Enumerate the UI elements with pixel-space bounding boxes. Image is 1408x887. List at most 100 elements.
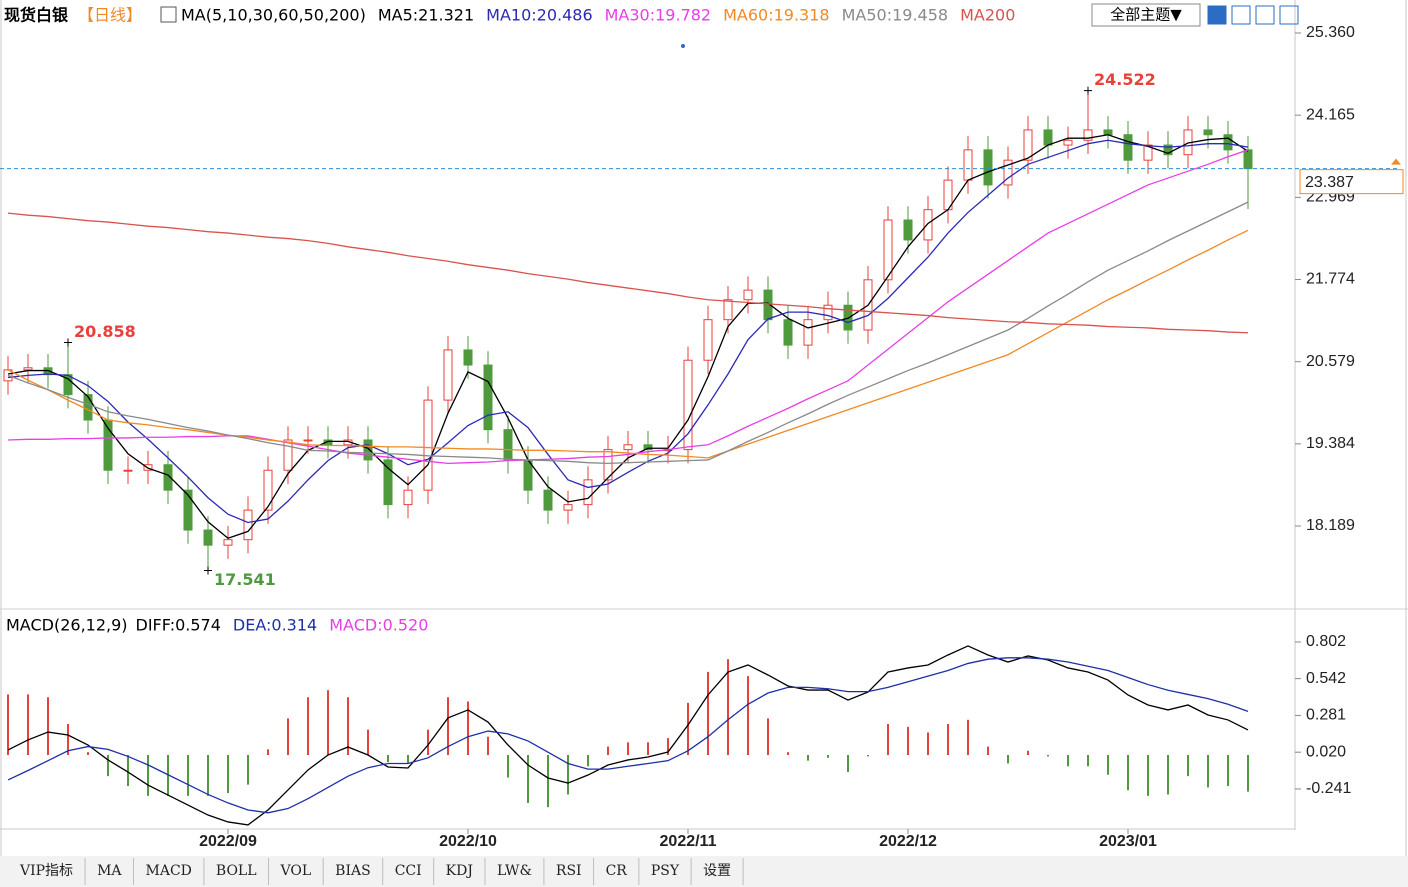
- indicator-tab[interactable]: BIAS: [335, 863, 371, 879]
- candle-body: [463, 349, 473, 366]
- candle-body: [443, 349, 453, 401]
- candle-body: [383, 459, 393, 506]
- candle-body: [83, 394, 93, 421]
- candle-body: [723, 299, 733, 321]
- extreme-marker: [64, 338, 72, 347]
- last-price-label: 23.387: [1305, 174, 1354, 191]
- candle-body: [883, 219, 893, 281]
- y-tick-label: 0.020: [1306, 743, 1346, 760]
- macd-legend-entry: DIFF:0.574: [136, 616, 221, 635]
- ma-icon: [160, 6, 177, 23]
- candle-body: [543, 489, 553, 511]
- candle-body: [223, 539, 233, 546]
- icon-left[interactable]: [1231, 5, 1251, 25]
- candle-body: [503, 429, 513, 461]
- candle-body: [323, 439, 333, 446]
- candle-body: [963, 149, 973, 181]
- candle-body: [1143, 144, 1153, 161]
- candle-body: [923, 209, 933, 241]
- candle-body: [583, 479, 593, 506]
- ma-line: [7, 201, 1249, 465]
- icon-right[interactable]: [1279, 5, 1299, 25]
- candle-body: [803, 319, 813, 346]
- y-tick-label: -0.241: [1306, 780, 1351, 797]
- macd-legend-entry: DEA:0.314: [233, 616, 317, 635]
- candle-body: [1003, 159, 1013, 186]
- theme-button-label[interactable]: 全部主题▼: [1110, 6, 1182, 24]
- extreme-label: 24.522: [1094, 70, 1156, 89]
- ma-line: [7, 657, 1249, 814]
- candle-body: [1043, 129, 1053, 146]
- candle-body: [823, 304, 833, 321]
- icon-play[interactable]: [1255, 5, 1275, 25]
- candle-body: [123, 469, 133, 472]
- candle-body: [1083, 129, 1093, 141]
- candle-body: [603, 449, 613, 481]
- y-tick-label: 19.384: [1306, 435, 1355, 452]
- candle-body: [903, 219, 913, 241]
- theme-button[interactable]: [1091, 3, 1201, 27]
- candle-body: [983, 149, 993, 186]
- candle-body: [23, 367, 33, 371]
- y-tick-label: 20.579: [1306, 353, 1355, 370]
- x-tick-label: 2022/11: [660, 833, 717, 850]
- y-tick-label: 18.189: [1306, 517, 1355, 534]
- indicator-tab[interactable]: MA: [97, 863, 122, 879]
- marker-dot: [681, 44, 685, 48]
- indicator-tab[interactable]: KDJ: [446, 863, 473, 879]
- period-label: 【日线】: [78, 6, 142, 25]
- indicator-tab[interactable]: MACD: [146, 863, 192, 879]
- candle-body: [243, 509, 253, 541]
- x-tick-label: 2022/10: [439, 833, 497, 850]
- legend-entry: MA5:21.321: [378, 6, 474, 25]
- candle-body: [1203, 129, 1213, 136]
- extreme-label: 20.858: [74, 322, 136, 341]
- y-tick-label: 0.542: [1306, 670, 1346, 687]
- candle-body: [1063, 139, 1073, 146]
- toolbar-icons[interactable]: [1207, 5, 1299, 25]
- extreme-marker: [1084, 86, 1092, 95]
- indicator-label: MA(5,10,30,60,50,200): [181, 6, 366, 25]
- chart-title: 现货白银: [4, 6, 69, 25]
- indicator-tab[interactable]: CCI: [395, 863, 422, 879]
- indicator-tab[interactable]: VOL: [280, 863, 312, 879]
- extreme-marker: [204, 566, 212, 575]
- candle-body: [203, 529, 213, 546]
- ma-line: [7, 149, 1249, 465]
- candle-body: [1243, 149, 1253, 170]
- y-tick-label: 21.774: [1306, 271, 1355, 288]
- candle-body: [783, 319, 793, 346]
- indicator-tab[interactable]: 设置: [703, 863, 731, 879]
- candle-body: [183, 489, 193, 531]
- x-tick-label: 2023/01: [1099, 833, 1157, 850]
- candle-body: [683, 359, 693, 451]
- candle-body: [643, 444, 653, 451]
- indicator-tab[interactable]: LW&: [497, 863, 532, 879]
- candle-body: [363, 439, 373, 461]
- candle-body: [423, 399, 433, 491]
- y-tick-label: 0.281: [1306, 707, 1346, 724]
- ma-line: [7, 229, 1249, 459]
- indicator-tab[interactable]: PSY: [651, 863, 680, 879]
- indicator-tab[interactable]: VIP指标: [19, 863, 73, 879]
- icon-grid[interactable]: [1207, 5, 1227, 25]
- candle-body: [403, 489, 413, 506]
- legend-entry: MA10:20.486: [486, 6, 592, 25]
- candle-body: [263, 469, 273, 511]
- candle-body: [703, 319, 713, 361]
- last-price-box: [1299, 169, 1404, 195]
- legend-entry: MA50:19.458: [842, 6, 948, 25]
- macd-title: MACD(26,12,9): [6, 616, 128, 635]
- indicator-tab[interactable]: CR: [606, 863, 628, 879]
- candle-body: [283, 439, 293, 471]
- candle-body: [1223, 134, 1233, 151]
- candle-body: [483, 364, 493, 431]
- last-price-arrow: [1391, 158, 1401, 165]
- indicator-tab[interactable]: BOLL: [216, 863, 257, 879]
- extreme-label: 17.541: [214, 570, 276, 589]
- candle-body: [1123, 134, 1133, 161]
- indicator-tab[interactable]: RSI: [556, 863, 582, 879]
